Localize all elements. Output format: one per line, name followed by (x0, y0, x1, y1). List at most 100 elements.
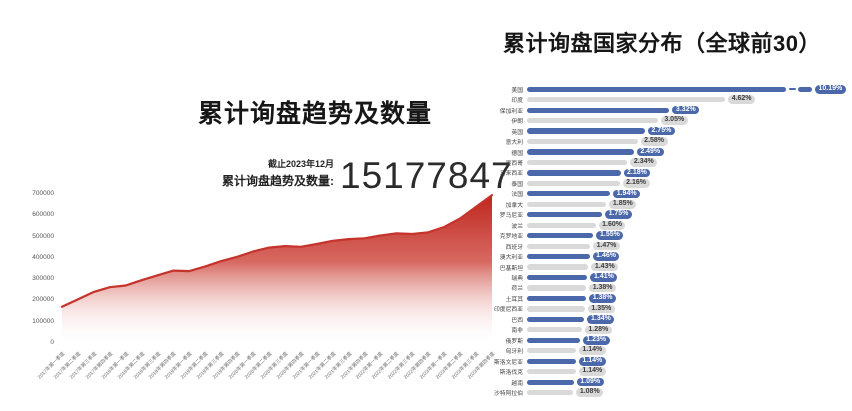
trend-chart-title: 累计询盘趋势及数量 (197, 100, 432, 128)
bar-row: 加拿大 1.85% (445, 199, 637, 210)
country-label: 墨西哥 (505, 160, 523, 167)
value-badge: 4.62% (728, 95, 756, 104)
country-label: 保加利亚 (499, 108, 523, 115)
value-badge: 1.60% (598, 220, 626, 230)
bar (527, 97, 726, 103)
y-axis-tick-label: 400000 (32, 253, 54, 261)
axis-break (788, 88, 796, 91)
bar-row: 沙特阿拉伯 1.08% (445, 387, 604, 398)
country-label: 巴基斯坦 (499, 265, 523, 272)
value-badge: 1.14% (578, 367, 606, 376)
bar (527, 379, 574, 385)
country-label: 印度尼西亚 (494, 306, 523, 314)
value-badge: 1.43% (591, 262, 619, 272)
value-badge: 2.34% (630, 158, 658, 167)
bar-row: 越南 1.09% (445, 377, 604, 388)
bar (527, 316, 585, 322)
bar-row: 巴西 1.34% (445, 314, 615, 325)
bar (527, 107, 670, 113)
bar-row: 意大利 2.58% (445, 136, 668, 147)
value-badge: 1.34% (587, 315, 615, 324)
bar-row: 荷兰 1.38% (445, 283, 617, 294)
bar (527, 191, 611, 197)
country-label: 土耳其 (505, 296, 523, 303)
total-inquiries-label: 累计询盘趋势及数量: (222, 174, 334, 188)
value-badge: 1.94% (613, 189, 641, 199)
bar (527, 222, 596, 228)
bar-row: 美国 10.19% (445, 84, 846, 95)
bar-row: 俄罗斯 1.23% (445, 335, 610, 346)
country-label: 波兰 (511, 223, 523, 230)
value-badge: 3.32% (672, 105, 700, 115)
bar (527, 254, 590, 260)
bar-row: 印度尼西亚 1.35% (445, 304, 615, 315)
bar-row: 德国 2.49% (445, 147, 664, 158)
bar (527, 348, 576, 354)
bar-row: 印度 4.62% (445, 94, 756, 105)
bar (527, 212, 603, 218)
country-label: 伊朗 (511, 118, 523, 125)
value-badge: 1.28% (584, 325, 612, 335)
country-label: 荷兰 (511, 285, 523, 293)
value-badge: 1.85% (609, 200, 637, 209)
area-fill (62, 195, 492, 343)
bar-row: 西班牙 1.47% (445, 241, 620, 252)
country-label: 西班牙 (505, 244, 523, 251)
country-label: 南非 (511, 327, 523, 335)
bar-row: 马来西亚 2.18% (445, 168, 651, 179)
bar-row: 匈牙利 1.14% (445, 346, 606, 357)
value-badge: 1.14% (578, 346, 606, 356)
area-line (60, 194, 494, 308)
country-label: 俄罗斯 (505, 338, 523, 345)
value-badge: 2.75% (647, 126, 675, 136)
y-axis-tick-label: 700000 (32, 190, 54, 197)
value-badge: 1.14% (578, 356, 606, 366)
value-badge: 1.08% (576, 388, 604, 397)
country-chart-title: 累计询盘国家分布（全球前30） (503, 31, 821, 56)
bar-row: 南非 1.28% (445, 325, 612, 336)
country-label: 加拿大 (505, 202, 523, 209)
total-inquiries-value: 15177847 (340, 155, 513, 196)
bar-row: 罗马尼亚 1.75% (445, 210, 632, 221)
bar (527, 138, 638, 145)
value-badge: 2.58% (640, 137, 668, 146)
value-badge: 1.38% (589, 283, 617, 293)
value-badge: 1.23% (582, 335, 610, 345)
country-label: 瑞典 (511, 275, 523, 282)
bar (527, 118, 658, 124)
bar (527, 180, 620, 186)
y-axis-tick-label: 600000 (32, 211, 54, 219)
value-badge: 2.16% (622, 179, 650, 188)
bar (527, 233, 594, 239)
bar (527, 285, 587, 291)
bar (527, 274, 588, 281)
bar (527, 149, 634, 155)
bar (798, 86, 812, 92)
country-label: 罗马尼亚 (499, 212, 523, 220)
country-label: 美国 (511, 87, 523, 94)
country-label: 越南 (511, 380, 523, 387)
y-axis-tick-label: 300000 (32, 275, 54, 283)
bar (527, 128, 645, 134)
value-badge: 1.46% (592, 252, 620, 261)
value-badge: 1.09% (576, 377, 604, 387)
bar (527, 170, 621, 176)
value-badge: 1.55% (596, 231, 624, 240)
bar-row: 保加利亚 3.32% (445, 105, 700, 116)
value-badge: 1.47% (593, 241, 620, 251)
country-label: 英国 (511, 129, 523, 136)
bar (527, 86, 786, 92)
country-label: 沙特阿拉伯 (494, 390, 523, 397)
bar-row: 法国 1.94% (445, 189, 641, 200)
bar (527, 264, 589, 270)
bar-row: 克罗地亚 1.55% (445, 230, 624, 241)
country-label: 斯洛伐克 (499, 369, 523, 377)
y-axis-tick-label: 100000 (32, 317, 54, 325)
bar-row: 泰国 2.16% (445, 178, 650, 189)
value-badge: 1.38% (589, 294, 617, 303)
y-axis-tick-label: 0 (50, 339, 54, 346)
bar-row: 英国 2.75% (445, 126, 675, 137)
area-chart-canvas (60, 194, 494, 343)
bar (527, 295, 587, 302)
